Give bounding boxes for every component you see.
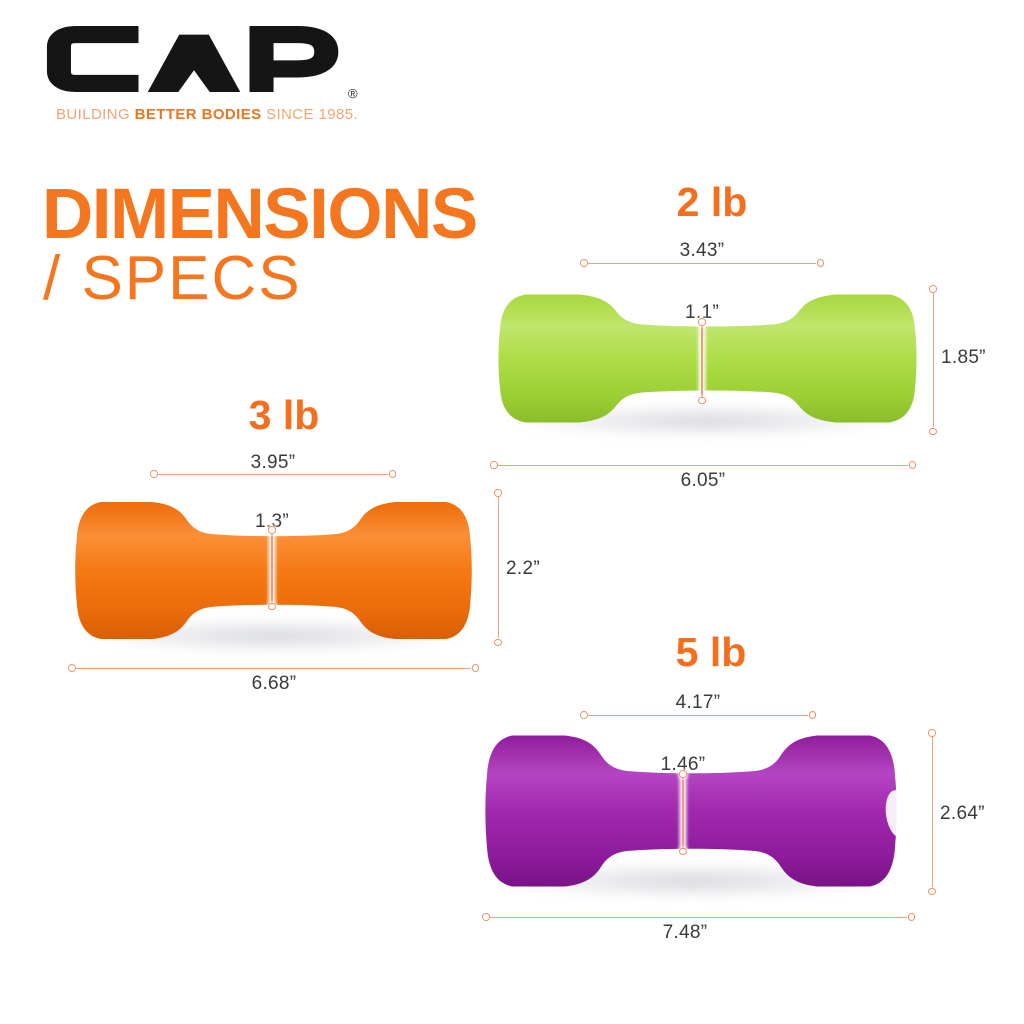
dimension-line-handle-length bbox=[580, 259, 824, 267]
dumbbell-green bbox=[498, 294, 917, 423]
measure-line-handle-diameter bbox=[698, 318, 706, 404]
dumbbell-silhouette bbox=[498, 294, 917, 423]
tagline-tail: SINCE 1985. bbox=[261, 106, 359, 123]
tagline-lead: BUILDING bbox=[56, 106, 135, 123]
cap-letter-p bbox=[249, 26, 339, 92]
dimension-line-handle-length bbox=[580, 711, 816, 719]
dumbbell-silhouette bbox=[485, 735, 897, 887]
total-length-label: 6.05” bbox=[680, 470, 726, 491]
dimension-line-head-height bbox=[494, 489, 502, 646]
head-height-label: 1.85” bbox=[941, 347, 986, 368]
dimension-line-handle-length bbox=[150, 470, 396, 478]
cap-letter-a bbox=[147, 34, 241, 92]
handle-diameter-label: 1.46” bbox=[660, 754, 706, 775]
handle-length-label: 4.17” bbox=[675, 692, 721, 713]
dimension-line-head-height bbox=[929, 285, 937, 435]
dumbbell-purple bbox=[485, 735, 897, 887]
brand-tagline: BUILDING BETTER BODIES SINCE 1985. bbox=[56, 106, 358, 123]
total-length-label: 6.68” bbox=[251, 673, 297, 694]
dimension-line-head-height bbox=[928, 729, 936, 895]
tagline-emphasis: BETTER BODIES bbox=[134, 106, 262, 123]
weight-label: 2 lb bbox=[676, 179, 748, 225]
cap-letter-c bbox=[46, 26, 139, 92]
handle-length-label: 3.95” bbox=[250, 452, 296, 473]
dimension-line-total-length bbox=[482, 913, 915, 921]
cap-logo bbox=[46, 26, 339, 92]
handle-diameter-label: 1.1” bbox=[685, 302, 719, 323]
title-line-specs: / SPECS bbox=[43, 244, 302, 313]
measure-line-handle-diameter bbox=[268, 526, 276, 610]
dumbbell-orange bbox=[75, 501, 472, 640]
dimension-line-total-length bbox=[490, 461, 916, 469]
measure-line-handle-diameter bbox=[679, 770, 687, 855]
head-height-label: 2.64” bbox=[940, 803, 985, 824]
total-length-label: 7.48” bbox=[662, 922, 708, 943]
weight-label: 3 lb bbox=[248, 392, 320, 438]
registered-mark-icon: ® bbox=[348, 86, 358, 101]
dimension-line-total-length bbox=[68, 664, 479, 672]
head-height-label: 2.2” bbox=[506, 558, 540, 579]
weight-label: 5 lb bbox=[675, 629, 747, 675]
dumbbell-silhouette bbox=[75, 501, 472, 640]
title-line-dimensions: DIMENSIONS bbox=[42, 175, 478, 254]
handle-length-label: 3.43” bbox=[679, 240, 725, 261]
handle-diameter-label: 1.3” bbox=[255, 511, 289, 532]
